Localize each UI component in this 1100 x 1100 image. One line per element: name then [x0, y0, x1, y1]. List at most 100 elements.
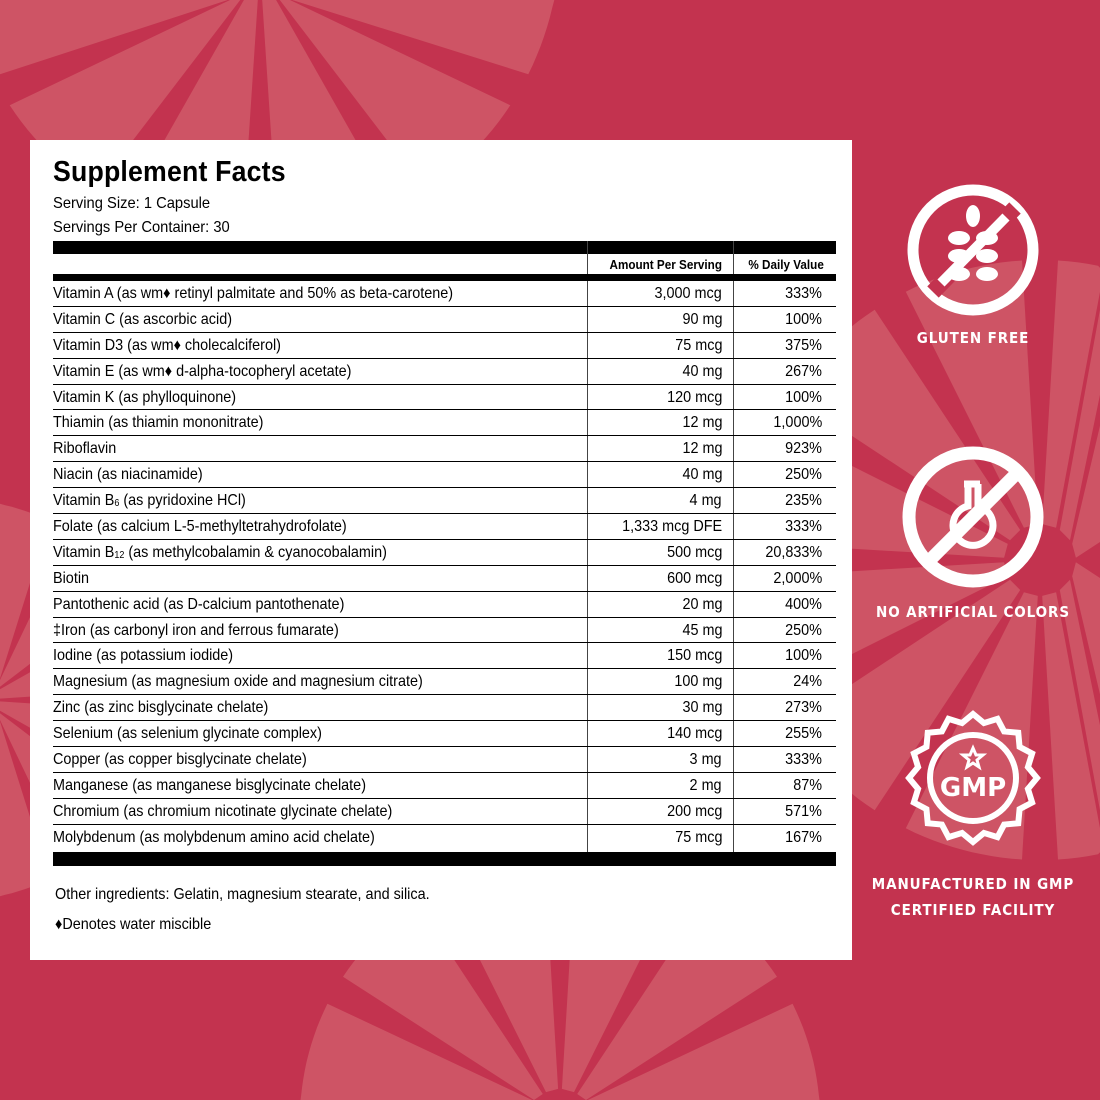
nutrient-table: Vitamin A (as wm♦ retinyl palmitate and …: [53, 281, 836, 850]
nutrient-row: Vitamin K (as phylloquinone) 120 mcg 100%: [53, 385, 836, 411]
nutrient-name: Copper (as copper bisglycinate chelate): [53, 751, 307, 769]
nutrient-daily-value: 100%: [785, 310, 822, 328]
nutrient-daily-value: 400%: [785, 595, 822, 613]
gmp-label-line1: MANUFACTURED IN GMP: [871, 875, 1075, 893]
nutrient-amount: 75 mcg: [674, 828, 722, 846]
nutrient-name-text: Vitamin B: [53, 543, 115, 561]
nutrient-row: Vitamin B6 (as pyridoxine HCl) 4 mg 235%: [53, 488, 836, 516]
nutrient-name: Vitamin E (as wm♦ d-alpha-tocopheryl ace…: [53, 362, 352, 380]
nutrient-daily-value: 167%: [785, 828, 822, 846]
servings-per-container: Servings Per Container: 30: [53, 219, 230, 236]
citrus-segment: [292, 0, 560, 75]
nutrient-name: Niacin (as niacinamide): [53, 466, 203, 484]
nutrient-daily-value: 250%: [785, 466, 822, 484]
no-artificial-colors-icon: [902, 446, 1044, 588]
citrus-segment: [1042, 260, 1100, 528]
nutrient-daily-value: 250%: [785, 621, 822, 639]
nutrient-amount: 75 mcg: [674, 336, 722, 354]
nutrient-row: Vitamin E (as wm♦ d-alpha-tocopheryl ace…: [53, 359, 836, 385]
gluten-free-badge: GLUTEN FREE: [853, 180, 1093, 351]
no-artificial-colors-badge: NO ARTIFICIAL COLORS: [853, 442, 1093, 625]
nutrient-amount: 3 mg: [689, 751, 722, 769]
nutrient-row: Magnesium (as magnesium oxide and magnes…: [53, 669, 836, 696]
nutrient-name: Vitamin B6 (as pyridoxine HCl): [53, 488, 246, 516]
gluten-free-icon: [907, 184, 1039, 316]
nutrient-source: (as pyridoxine HCl): [119, 492, 246, 510]
nutrient-name: Thiamin (as thiamin mononitrate): [53, 414, 264, 432]
nutrient-amount: 4 mg: [689, 492, 722, 510]
nutrient-daily-value: 255%: [785, 725, 822, 743]
nutrient-row: Chromium (as chromium nicotinate glycina…: [53, 799, 836, 825]
nutrient-amount: 30 mg: [681, 699, 722, 717]
citrus-segment: [1042, 592, 1100, 860]
nutrient-row: Biotin 600 mcg 2,000%: [53, 566, 836, 592]
nutrient-name: ‡Iron (as carbonyl iron and ferrous fuma…: [53, 621, 339, 639]
nutrient-name: Iodine (as potassium iodide): [53, 647, 234, 665]
serving-size: Serving Size: 1 Capsule: [53, 195, 211, 212]
nutrient-name: Vitamin C (as ascorbic acid): [53, 310, 233, 328]
nutrient-row: Selenium (as selenium glycinate complex)…: [53, 721, 836, 748]
nutrient-name: Pantothenic acid (as D-calcium pantothen…: [53, 595, 345, 613]
nutrient-row: Thiamin (as thiamin mononitrate) 12 mg 1,0…: [53, 410, 836, 437]
nutrient-amount: 40 mg: [681, 466, 722, 484]
nutrient-daily-value: 333%: [785, 518, 822, 536]
nutrient-name: Selenium (as selenium glycinate complex): [53, 725, 322, 743]
column-header-amount: Amount Per Serving: [609, 257, 722, 272]
supplement-facts-panel: Supplement Facts Serving Size: 1 Capsule…: [30, 140, 852, 960]
nutrient-name: Zinc (as zinc bisglycinate chelate): [53, 699, 269, 717]
nutrient-name: Vitamin A (as wm♦ retinyl palmitate and …: [53, 285, 454, 302]
nutrient-daily-value: 267%: [785, 362, 822, 380]
nutrient-row: Vitamin B12 (as methylcobalamin & cyanoc…: [53, 540, 836, 566]
nutrient-daily-value: 100%: [785, 388, 822, 406]
nutrient-row: Iodine (as potassium iodide) 150 mcg 100%: [53, 643, 836, 670]
gmp-seal-text: GMP: [940, 773, 1006, 803]
nutrient-name: Manganese (as manganese bisglycinate che…: [53, 776, 366, 794]
citrus-segment: [1072, 425, 1100, 558]
nutrient-subscript: 6: [114, 498, 120, 510]
nutrient-name: Vitamin B12 (as methylcobalamin & cyanoc…: [53, 540, 387, 568]
nutrient-daily-value: 100%: [785, 647, 822, 665]
column-divider: [587, 241, 588, 853]
gmp-seal-icon: GMP: [905, 710, 1041, 846]
bottom-thick-rule: [53, 852, 836, 866]
nutrient-daily-value: 235%: [785, 492, 822, 510]
citrus-segment: [300, 1003, 533, 1100]
nutrient-amount: 45 mg: [681, 621, 722, 639]
nutrient-row: Niacin (as niacinamide) 40 mg 250%: [53, 462, 836, 489]
header-rule: [53, 274, 836, 281]
nutrient-daily-value: 273%: [785, 699, 822, 717]
nutrient-name: Vitamin D3 (as wm♦ cholecalciferol): [53, 336, 281, 354]
top-thick-rule: [53, 241, 836, 254]
nutrient-row: Pantothenic acid (as D-calcium pantothen…: [53, 592, 836, 618]
nutrient-amount: 3,000 mcg: [654, 285, 722, 302]
nutrient-name-text: Vitamin B: [53, 492, 115, 510]
gluten-free-label: GLUTEN FREE: [916, 329, 1030, 347]
nutrient-name: Folate (as calcium L-5-methyltetrahydrof…: [53, 518, 347, 536]
nutrient-daily-value: 375%: [785, 336, 822, 354]
column-header-daily-value: % Daily Value: [748, 257, 824, 272]
nutrient-row: Zinc (as zinc bisglycinate chelate) 30 mg…: [53, 695, 836, 722]
water-miscible-footnote: ♦Denotes water miscible: [55, 916, 212, 933]
gmp-label-line2: CERTIFIED FACILITY: [890, 901, 1056, 919]
nutrient-amount: 12 mg: [681, 414, 722, 432]
nutrient-subscript: 12: [114, 549, 125, 561]
nutrient-name: Vitamin K (as phylloquinone): [53, 388, 237, 406]
nutrient-amount: 500 mcg: [666, 543, 722, 561]
nutrient-daily-value: 2,000%: [773, 569, 822, 587]
nutrient-row: Vitamin D3 (as wm♦ cholecalciferol) 75 mc…: [53, 333, 836, 359]
nutrient-row: Vitamin A (as wm♦ retinyl palmitate and …: [53, 281, 836, 307]
citrus-segment: [0, 0, 228, 75]
nutrient-daily-value: 571%: [785, 802, 822, 820]
citrus-segment: [905, 592, 1038, 860]
nutrient-amount: 120 mcg: [666, 388, 722, 406]
citrus-segment: [1059, 309, 1100, 541]
nutrient-daily-value: 20,833%: [765, 543, 822, 561]
citrus-segment: [1072, 562, 1100, 695]
nutrient-daily-value: 333%: [785, 751, 822, 769]
other-ingredients: Other ingredients: Gelatin, magnesium st…: [55, 886, 430, 903]
nutrient-row: Manganese (as manganese bisglycinate che…: [53, 773, 836, 799]
nutrient-amount: 12 mg: [681, 440, 722, 458]
nutrient-source: (as methylcobalamin & cyanocobalamin): [124, 543, 387, 561]
citrus-segment: [587, 1003, 820, 1100]
nutrient-name: Riboflavin: [53, 440, 117, 458]
